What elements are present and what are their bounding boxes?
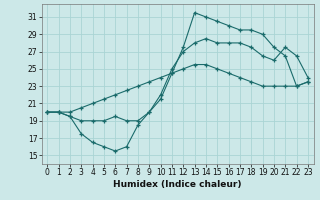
X-axis label: Humidex (Indice chaleur): Humidex (Indice chaleur)	[113, 180, 242, 189]
